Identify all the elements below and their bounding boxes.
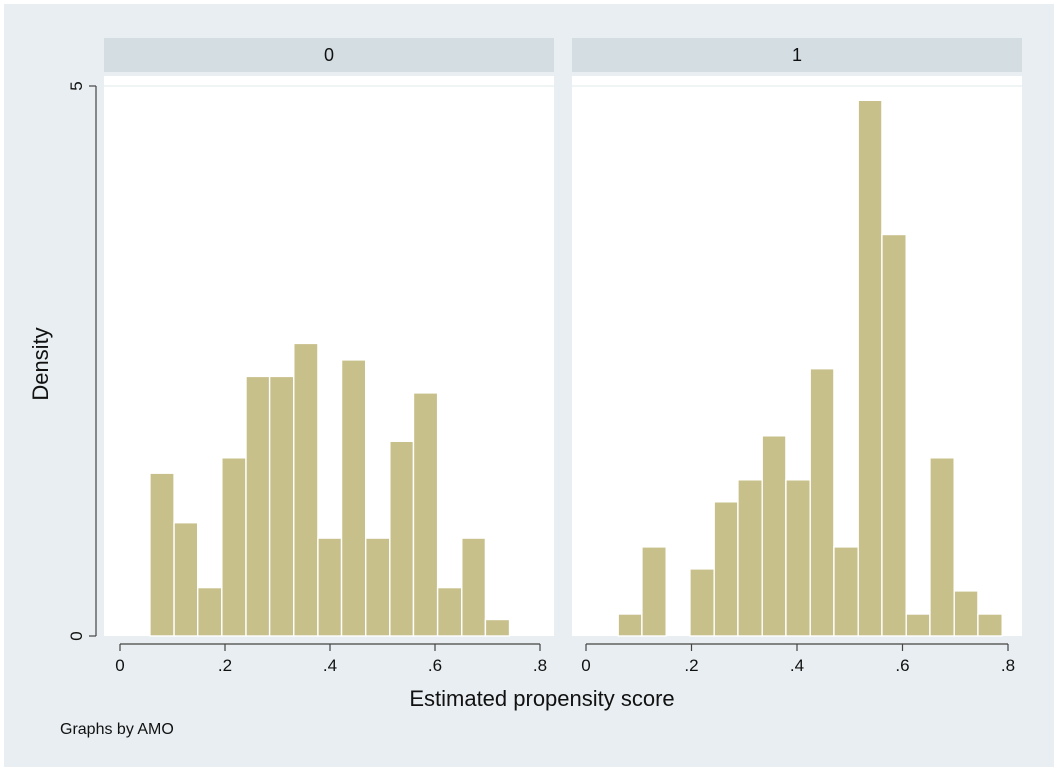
- y-axis: 05: [67, 81, 97, 641]
- histogram-bar: [617, 613, 643, 637]
- histogram-bar: [340, 359, 367, 637]
- histogram-bar: [221, 457, 247, 637]
- histogram-bar: [293, 342, 319, 637]
- x-tick-label: .2: [684, 656, 698, 675]
- x-tick-label: .6: [428, 656, 442, 675]
- histogram-bar: [484, 618, 511, 637]
- y-axis-title: Density: [28, 327, 53, 400]
- histogram-bar: [389, 440, 415, 637]
- graph-note: Graphs by AMO: [60, 721, 174, 738]
- histogram-bar: [173, 522, 199, 637]
- histogram-bar: [689, 568, 715, 637]
- x-tick-label: .4: [790, 656, 804, 675]
- histogram-bar: [149, 472, 175, 637]
- panel-0-strip: [104, 38, 554, 72]
- x-tick-label: .6: [895, 656, 909, 675]
- x-tick-label: 0: [115, 656, 124, 675]
- histogram-bar: [881, 233, 907, 637]
- panel-0-bars: [104, 85, 554, 637]
- histogram-chart: 0 0.2.4.6.8 1 0.2.4.6.8 05 Density Estim…: [28, 38, 1022, 738]
- histogram-bar: [833, 546, 859, 637]
- histogram-bar: [809, 368, 835, 637]
- histogram-bar: [761, 435, 787, 637]
- x-axis-title: Estimated propensity score: [409, 686, 674, 711]
- histogram-bar: [365, 537, 391, 637]
- histogram-bar: [737, 479, 763, 637]
- panel-1-x-axis: 0 .2 .4 .6 .8: [581, 643, 1015, 675]
- histogram-bar: [268, 375, 295, 637]
- x-tick-label: .2: [218, 656, 232, 675]
- panel-1: 1 0 .2 .4 .6 .8: [572, 38, 1022, 675]
- histogram-bar: [929, 457, 955, 637]
- panel-1-bars: [572, 85, 1022, 637]
- histogram-bar: [785, 479, 811, 637]
- histogram-bar: [436, 586, 463, 637]
- histogram-bar: [713, 501, 739, 637]
- y-tick-label: 0: [67, 631, 86, 640]
- histogram-bar: [196, 586, 223, 637]
- histogram-bar: [953, 590, 979, 637]
- histogram-bar: [317, 537, 343, 637]
- y-tick-label: 5: [67, 81, 86, 90]
- panel-0-x-axis: 0 .2 .4 .6 .8: [115, 643, 547, 675]
- histogram-bar: [641, 546, 667, 637]
- panel-0-title: 0: [324, 45, 334, 65]
- histogram-bar: [412, 392, 439, 637]
- histogram-bar: [461, 537, 487, 637]
- histogram-bar: [857, 99, 883, 637]
- histogram-bar: [245, 375, 271, 637]
- x-tick-label: .8: [1001, 656, 1015, 675]
- panel-1-title: 1: [792, 45, 802, 65]
- panel-1-strip: [572, 38, 1022, 72]
- x-tick-label: .8: [533, 656, 547, 675]
- x-tick-label: 0: [581, 656, 590, 675]
- x-tick-label: .4: [323, 656, 337, 675]
- panel-0: 0 0 .2 .4 .6 .8: [104, 38, 554, 675]
- histogram-bar: [977, 613, 1003, 637]
- histogram-bar: [905, 613, 931, 637]
